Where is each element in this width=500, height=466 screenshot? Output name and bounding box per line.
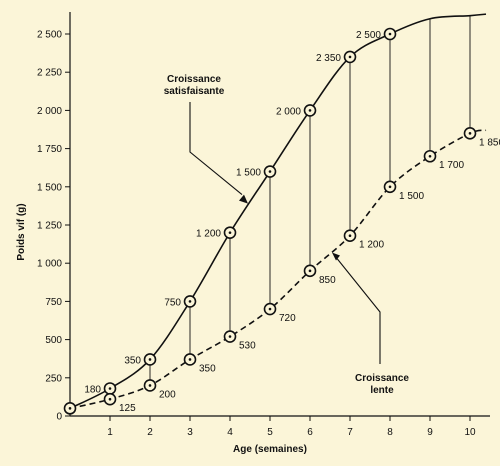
series-line-satisfaisante bbox=[69, 13, 487, 410]
data-label: 125 bbox=[119, 403, 136, 414]
data-label: 2 000 bbox=[276, 106, 301, 117]
data-point-dot bbox=[108, 397, 112, 401]
data-point-dot bbox=[468, 132, 472, 135]
x-tick-label: 10 bbox=[464, 427, 476, 438]
annotation-text: lente bbox=[370, 385, 394, 396]
x-tick-label: 9 bbox=[427, 427, 433, 438]
data-point-dot bbox=[428, 154, 432, 158]
x-tick-label: 5 bbox=[267, 427, 273, 438]
data-point-dot bbox=[228, 335, 232, 338]
data-point-dot bbox=[388, 32, 392, 36]
annotation-text: Croissance bbox=[355, 373, 409, 384]
data-point-dot bbox=[188, 358, 192, 361]
annotation-arrowhead bbox=[239, 194, 248, 204]
y-tick-label: 2 000 bbox=[37, 106, 62, 117]
annotation-arrowhead bbox=[332, 252, 340, 261]
data-point-dot bbox=[68, 407, 72, 410]
annotation-arrow-line bbox=[189, 102, 243, 196]
data-label: 1 700 bbox=[439, 160, 464, 171]
data-label: 200 bbox=[159, 389, 176, 400]
y-tick-label: 0 bbox=[56, 412, 62, 423]
data-label: 1 500 bbox=[399, 191, 424, 202]
y-tick-label: 1 000 bbox=[37, 259, 62, 270]
data-label: 350 bbox=[199, 363, 216, 374]
x-tick-label: 4 bbox=[227, 427, 233, 438]
data-point-dot bbox=[268, 307, 272, 311]
y-tick-label: 1 250 bbox=[37, 221, 62, 232]
data-label: 1 500 bbox=[236, 168, 261, 179]
data-point-dot bbox=[268, 170, 272, 173]
series-line-lente bbox=[69, 129, 487, 410]
y-ticks: 0 250 500 750 1 000 1 250 1 500 1 750 2 000 2 250… bbox=[37, 30, 70, 423]
x-tick-label: 8 bbox=[387, 427, 393, 438]
data-label: 180 bbox=[84, 384, 101, 395]
data-label: 350 bbox=[124, 355, 141, 366]
data-label: 1 200 bbox=[196, 229, 221, 240]
data-label: 750 bbox=[164, 297, 181, 308]
data-point-dot bbox=[228, 231, 232, 234]
y-tick-label: 1 750 bbox=[37, 144, 62, 155]
series-lines bbox=[69, 13, 487, 410]
data-labels: 180 350 750 1 200 1 500 2 000 2 350 2 500 125 200… bbox=[84, 30, 500, 414]
y-tick-label: 750 bbox=[45, 297, 62, 308]
data-label: 850 bbox=[319, 275, 336, 286]
data-point-dot bbox=[348, 234, 352, 237]
y-tick-label: 2 500 bbox=[37, 30, 62, 41]
data-label: 1 200 bbox=[359, 240, 384, 251]
data-label: 2 350 bbox=[316, 53, 341, 64]
data-point-dot bbox=[308, 109, 312, 112]
data-point-dot bbox=[148, 384, 152, 387]
data-point-dot bbox=[188, 300, 192, 303]
data-label: 2 500 bbox=[356, 30, 381, 41]
data-point-dot bbox=[308, 269, 312, 273]
y-tick-label: 1 500 bbox=[37, 182, 62, 193]
data-label: 530 bbox=[239, 341, 256, 352]
y-tick-label: 250 bbox=[45, 373, 62, 384]
y-tick-label: 2 250 bbox=[37, 68, 62, 79]
x-tick-label: 7 bbox=[347, 427, 353, 438]
x-ticks: 1 2 3 4 5 6 7 8 9 10 bbox=[107, 416, 476, 438]
vertical-connectors bbox=[109, 15, 471, 400]
data-label: 1 850 bbox=[479, 137, 500, 148]
x-tick-label: 2 bbox=[147, 427, 153, 438]
series-markers bbox=[63, 27, 477, 415]
x-tick-label: 3 bbox=[187, 427, 193, 438]
annotation-arrows bbox=[189, 102, 381, 364]
x-tick-label: 1 bbox=[107, 427, 113, 438]
data-point-dot bbox=[108, 387, 112, 390]
annotation-text: satisfaisante bbox=[164, 86, 225, 97]
data-label: 720 bbox=[279, 313, 296, 324]
x-axis-title: Age (semaines) bbox=[233, 444, 307, 455]
data-point-dot bbox=[348, 55, 352, 59]
y-axis-title: Poids vif (g) bbox=[16, 203, 27, 260]
data-point-dot bbox=[388, 185, 392, 189]
annotation-arrow-line bbox=[336, 258, 381, 364]
x-tick-label: 6 bbox=[307, 427, 313, 438]
data-point-dot bbox=[148, 358, 152, 361]
y-tick-label: 500 bbox=[45, 335, 62, 346]
annotation-text: Croissance bbox=[167, 74, 221, 85]
axes bbox=[69, 12, 490, 417]
